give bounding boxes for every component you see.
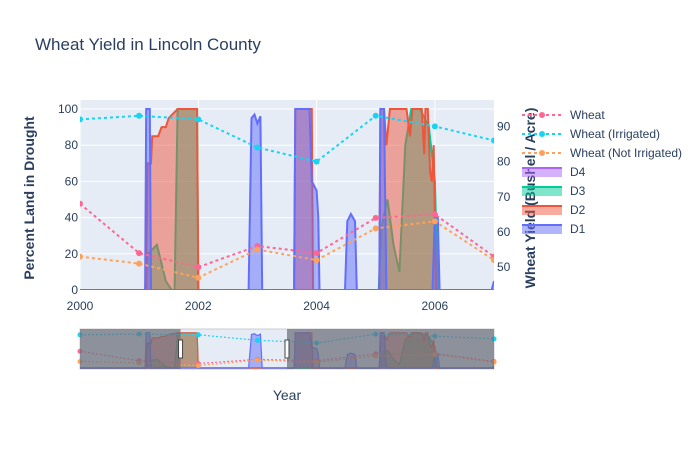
series-point-yield-2 <box>372 225 379 232</box>
left-tick-label: 100 <box>58 102 78 116</box>
drought-areas <box>80 108 494 290</box>
series-point-yield-2 <box>431 218 438 225</box>
legend-swatch-d2 <box>522 206 562 215</box>
series-point-yield-0 <box>195 264 202 271</box>
range-slider-handle-right[interactable] <box>284 339 290 359</box>
yield-lines <box>80 112 494 281</box>
left-tick-label: 80 <box>65 138 79 152</box>
drought-line-d1 <box>80 108 494 290</box>
range-slider-series-point-yield-1 <box>195 332 201 338</box>
x-tick-label: 2004 <box>303 299 330 313</box>
drought-line-d2 <box>80 108 494 290</box>
range-slider-mask-left <box>80 329 181 369</box>
series-point-yield-1 <box>431 123 438 130</box>
series-point-yield-2 <box>80 253 83 260</box>
series-point-yield-2 <box>491 257 494 264</box>
series-point-yield-0 <box>80 200 83 207</box>
series-point-yield-1 <box>254 144 261 151</box>
left-axis-label: Percent Land in Drought <box>21 116 37 280</box>
series-point-yield-0 <box>372 214 379 221</box>
legend: Wheat Wheat (Irrigated) Wheat (Not Irrigat… <box>522 108 682 236</box>
legend-swatch-d1 <box>522 225 562 234</box>
legend-label-d4: D4 <box>570 165 586 179</box>
x-tick-label: 2006 <box>422 299 449 313</box>
right-tick-label: 70 <box>497 190 511 204</box>
series-point-yield-2 <box>136 260 143 267</box>
legend-swatch-d4 <box>522 168 562 177</box>
left-tick-label: 20 <box>65 247 79 261</box>
series-point-yield-1 <box>136 112 143 119</box>
series-point-yield-1 <box>195 116 202 123</box>
legend-label-yield-0: Wheat <box>570 108 605 122</box>
x-axis-label: Year <box>273 387 302 403</box>
legend-label-d2: D2 <box>570 203 586 217</box>
series-point-yield-0 <box>136 250 143 257</box>
legend-marker-yield-2 <box>539 150 545 156</box>
legend-marker-yield-1 <box>539 131 545 137</box>
series-line-yield-0 <box>80 203 494 269</box>
range-slider-mask-right <box>287 329 494 369</box>
drought-area-d2 <box>80 109 494 290</box>
right-tick-label: 60 <box>497 225 511 239</box>
left-tick-label: 0 <box>71 283 78 297</box>
legend-label-yield-2: Wheat (Not Irrigated) <box>570 146 682 160</box>
series-point-yield-0 <box>431 211 438 218</box>
range-slider-handle-left[interactable] <box>178 339 184 359</box>
legend-marker-yield-0 <box>539 112 545 118</box>
legend-label-d1: D1 <box>570 222 586 236</box>
series-point-yield-2 <box>254 246 261 253</box>
legend-label-yield-1: Wheat (Irrigated) <box>570 127 660 141</box>
left-tick-label: 60 <box>65 174 79 188</box>
left-tick-label: 40 <box>65 211 79 225</box>
range-slider-series-point-yield-2 <box>254 357 260 363</box>
series-point-yield-1 <box>491 137 494 144</box>
range-slider[interactable] <box>77 328 497 370</box>
right-tick-label: 50 <box>497 260 511 274</box>
series-point-yield-2 <box>195 274 202 281</box>
series-point-yield-1 <box>313 158 320 165</box>
series-line-yield-2 <box>80 220 494 279</box>
range-slider-series-point-yield-2 <box>195 363 201 369</box>
right-axis-ticks: 50 60 70 80 90 <box>497 119 511 274</box>
legend-label-d3: D3 <box>570 184 586 198</box>
x-tick-label: 2000 <box>67 299 94 313</box>
chart-title: Wheat Yield in Lincoln County <box>35 35 261 54</box>
series-point-yield-0 <box>313 250 320 257</box>
series-point-yield-1 <box>372 112 379 119</box>
series-point-yield-1 <box>80 116 83 123</box>
right-tick-label: 80 <box>497 155 511 169</box>
series-point-yield-2 <box>313 257 320 264</box>
range-slider-series-point-yield-1 <box>254 337 260 343</box>
x-axis-ticks: 2000 2002 2004 2006 <box>67 299 449 313</box>
legend-swatch-d3 <box>522 187 562 196</box>
x-tick-label: 2002 <box>185 299 212 313</box>
right-tick-label: 90 <box>497 119 511 133</box>
left-axis-ticks: 0 20 40 60 80 100 <box>58 102 78 297</box>
